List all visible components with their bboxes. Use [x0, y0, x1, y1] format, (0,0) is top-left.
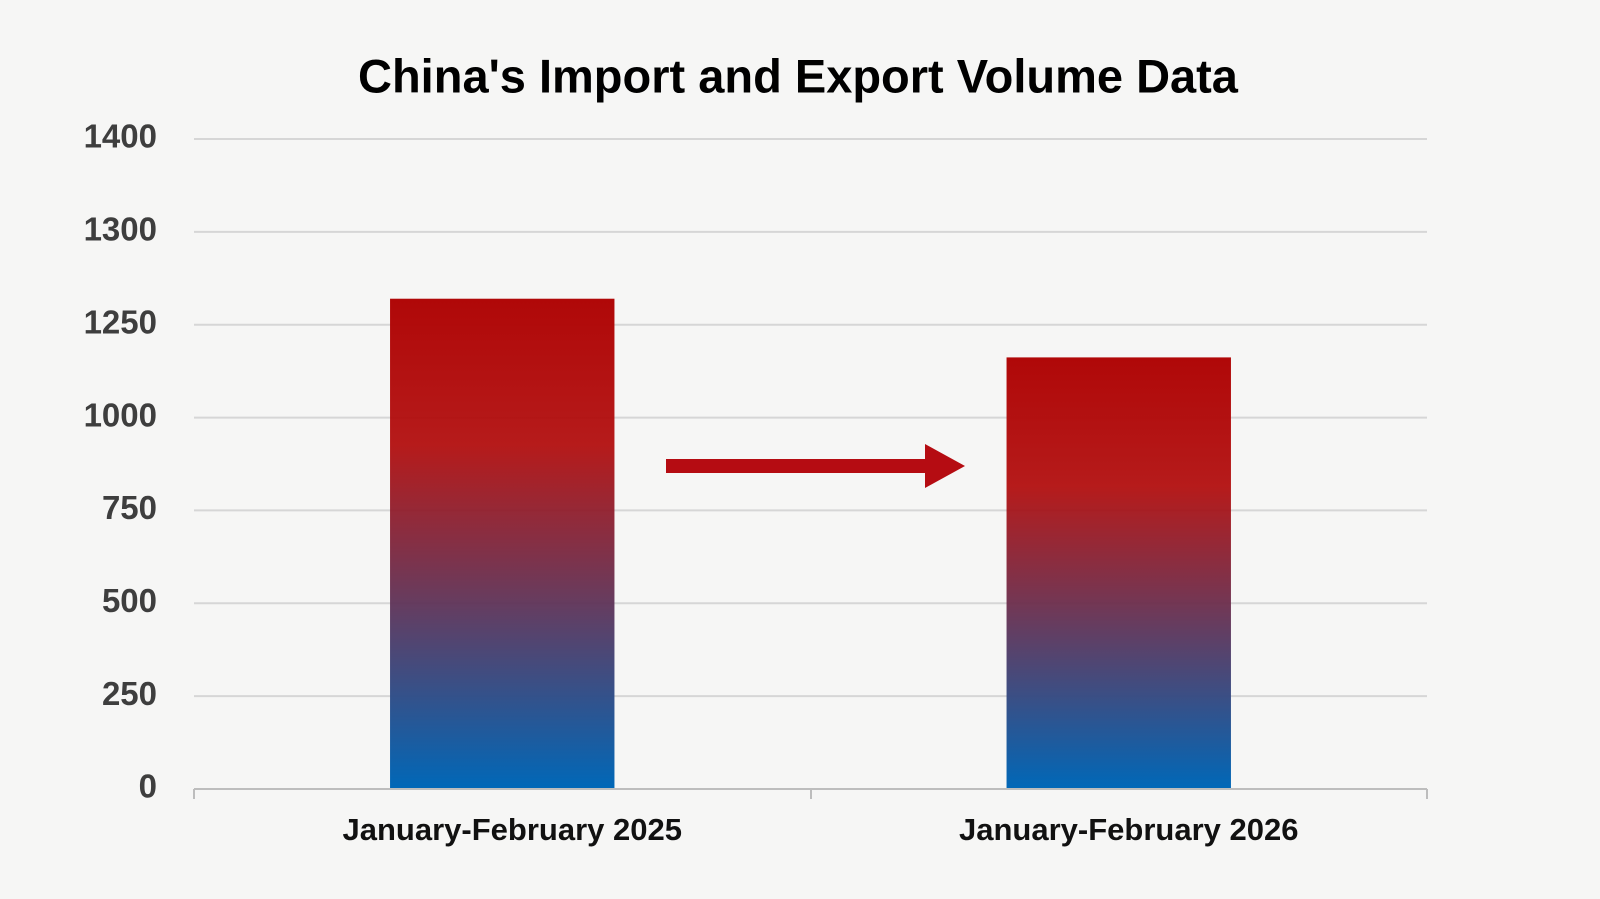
y-tick-label: 1400: [84, 118, 157, 155]
arrow-shaft: [666, 459, 932, 473]
x-tick-label: January-February 2025: [343, 812, 682, 847]
y-tick-label: 250: [102, 675, 157, 712]
y-tick-label: 1300: [84, 211, 157, 248]
trend-arrow: [666, 444, 965, 488]
x-tick-label: January-February 2026: [959, 812, 1298, 847]
y-tick-label: 0: [139, 768, 157, 805]
bar: [1006, 357, 1231, 789]
x-axis: [193, 788, 1428, 799]
plot-area: 0 250 500 750 1000 1250 1300 1400 January-Februa…: [84, 118, 1427, 847]
chart-title: China's Import and Export Volume Data: [358, 49, 1239, 102]
bar: [390, 298, 615, 789]
y-tick-label: 1000: [84, 396, 157, 433]
y-tick-label: 750: [102, 489, 157, 526]
y-tick-label: 1250: [84, 303, 157, 340]
arrow-head: [925, 444, 965, 488]
y-tick-label: 500: [102, 582, 157, 619]
